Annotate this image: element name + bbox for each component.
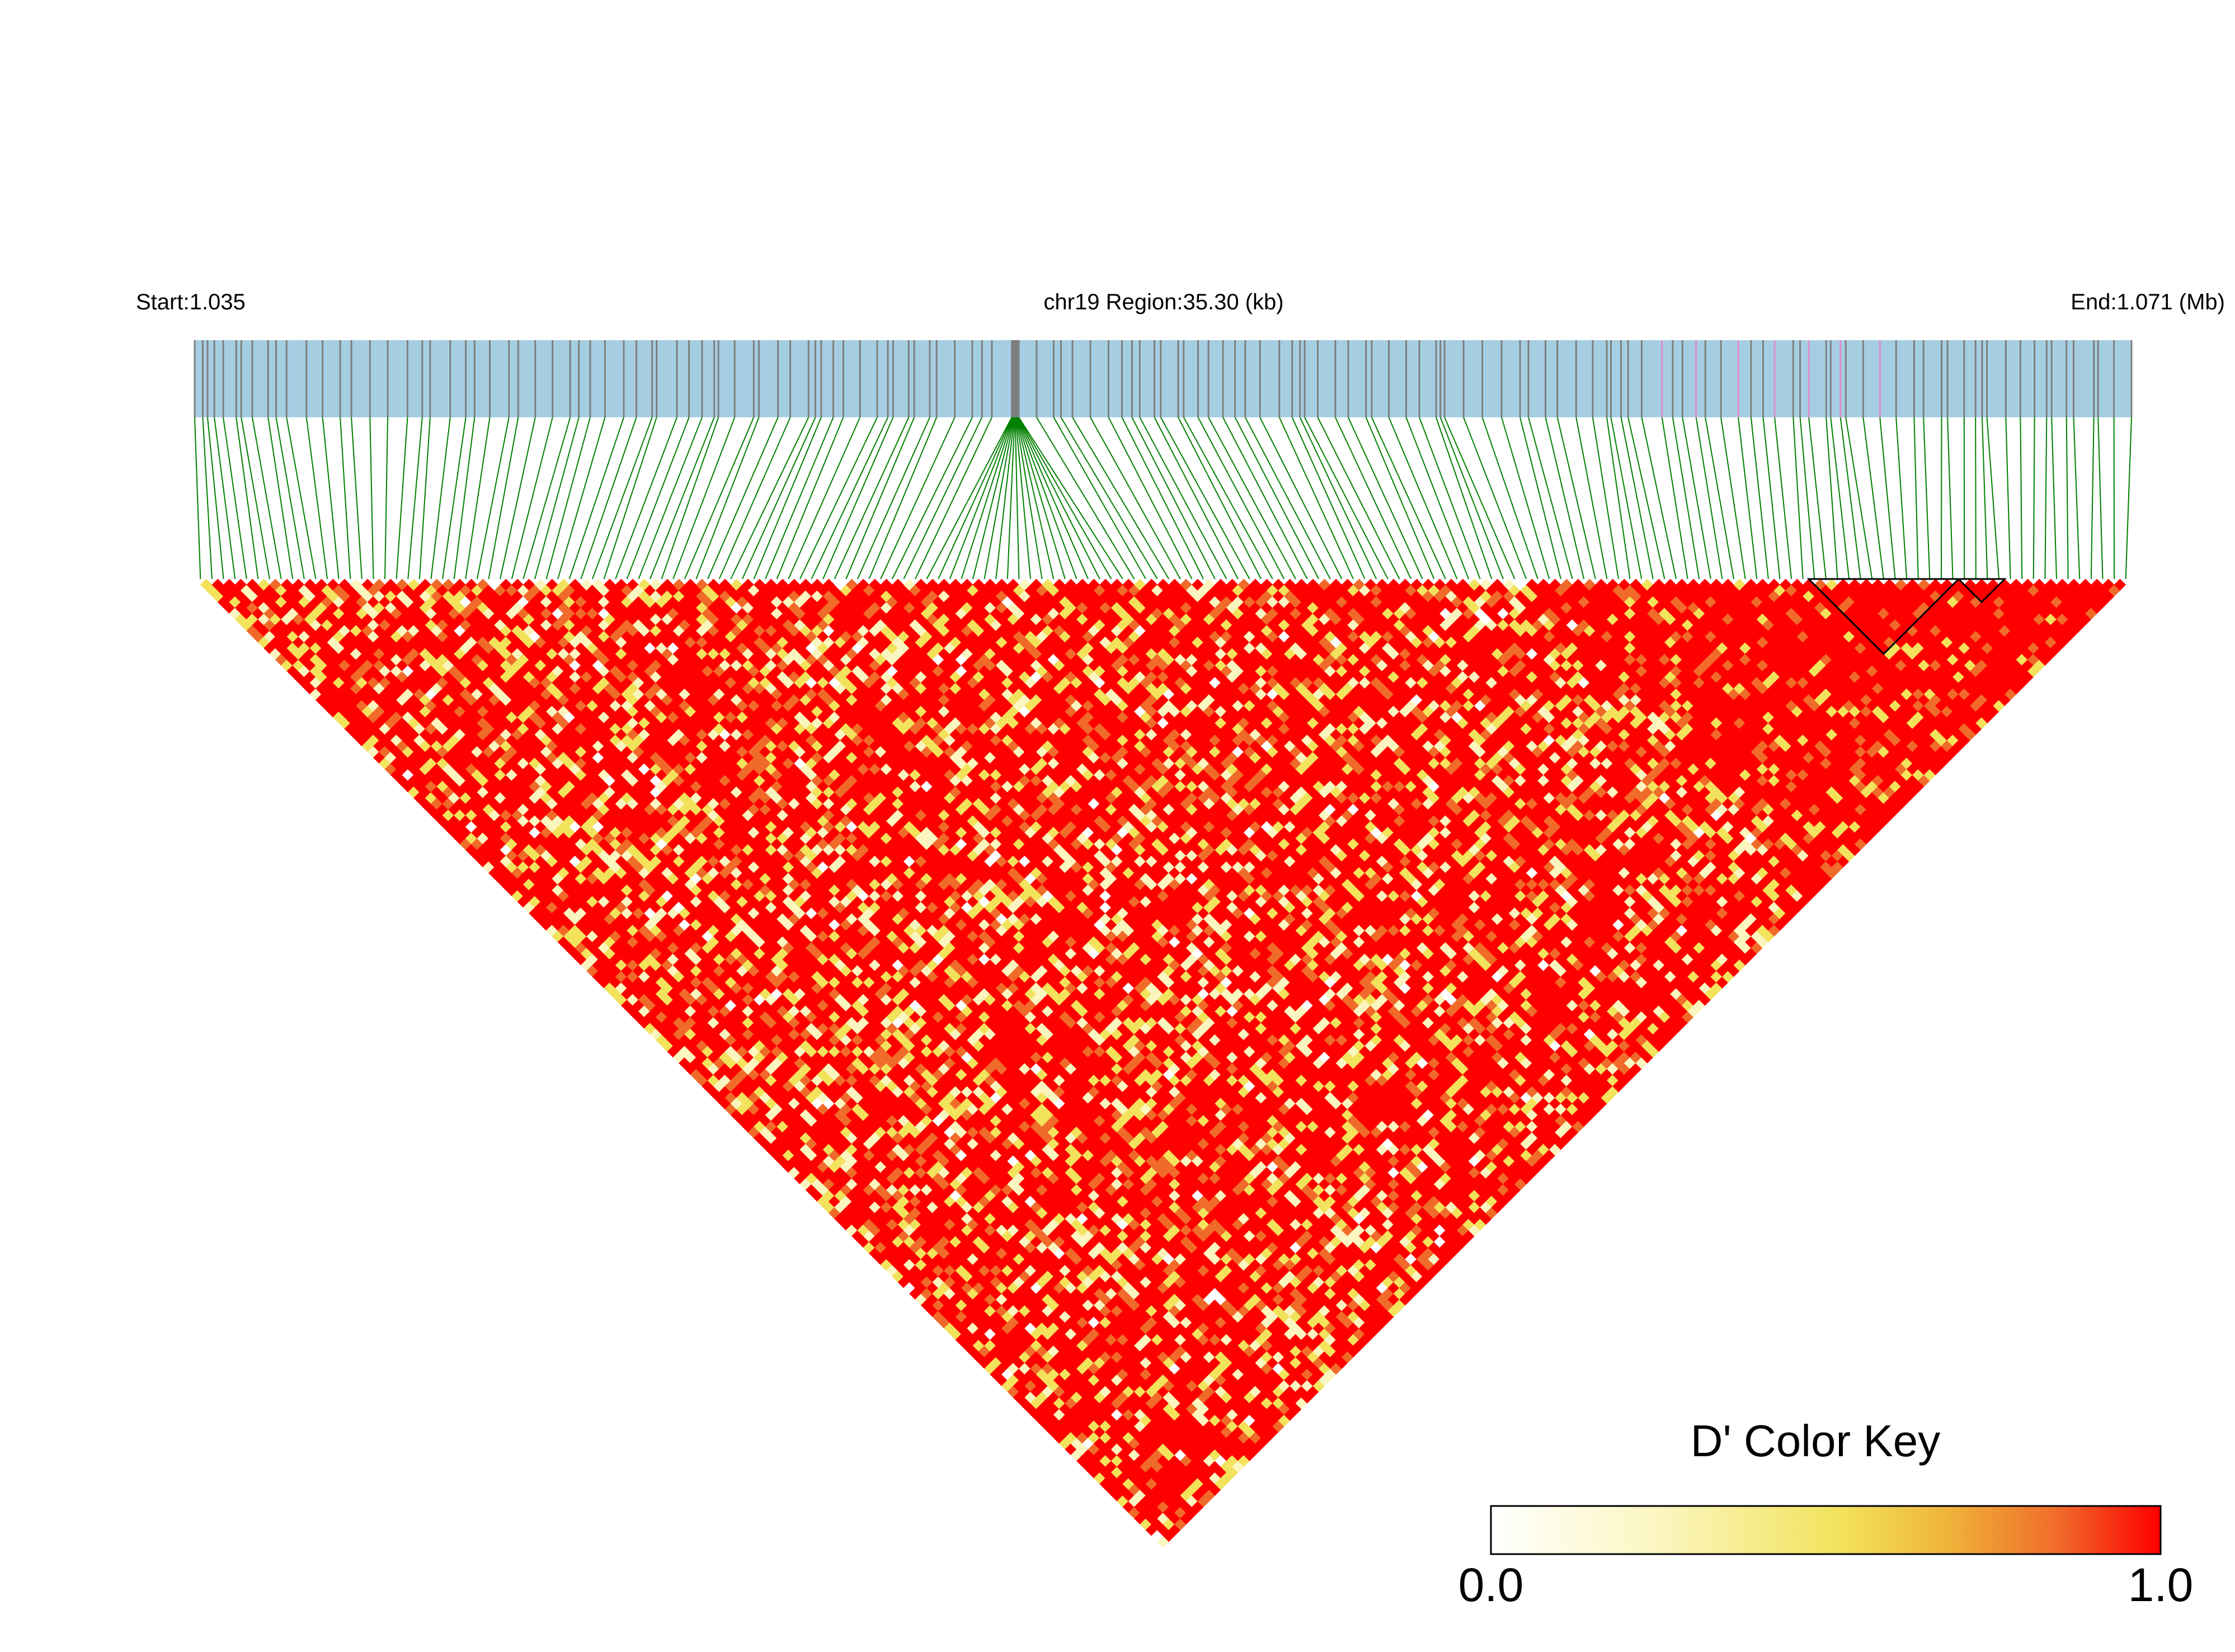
region-end-label: End:1.071 (Mb) — [2071, 290, 2225, 314]
ld-heatmap-cells — [200, 578, 2126, 1548]
color-key-title: D' Color Key — [1690, 1416, 1941, 1466]
color-key-bar — [1490, 1505, 2162, 1555]
region-start-label: Start:1.035 — [136, 290, 246, 314]
snp-connector-lines — [194, 417, 2132, 580]
color-key-min-label: 0.0 — [1458, 1559, 1524, 1611]
region-title: chr19 Region:35.30 (kb) — [1043, 290, 1284, 314]
ld-block-outline — [1806, 578, 2007, 656]
color-key-max-label: 1.0 — [2128, 1559, 2194, 1611]
snp-position-ticks — [194, 340, 2133, 417]
